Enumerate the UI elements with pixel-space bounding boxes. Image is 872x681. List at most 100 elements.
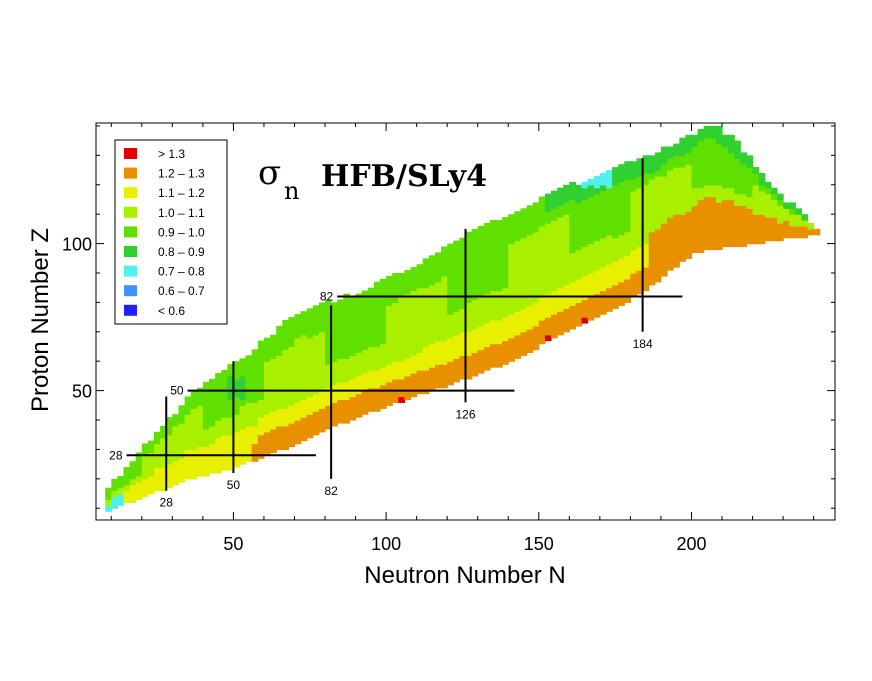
- heatmap-cell: [392, 320, 399, 327]
- heatmap-cell: [770, 193, 778, 201]
- heatmap-cell: [795, 220, 802, 227]
- heatmap-cell: [166, 440, 173, 448]
- heatmap-cell: [276, 396, 283, 403]
- heatmap-cell: [300, 317, 308, 324]
- heatmap-cell: [251, 390, 259, 398]
- heatmap-cell: [349, 355, 357, 362]
- heatmap-cell: [728, 211, 735, 218]
- heatmap-cell: [184, 467, 192, 474]
- heatmap-cell: [288, 317, 296, 324]
- heatmap-cell: [471, 317, 479, 324]
- heatmap-cell: [777, 193, 784, 201]
- heatmap-cell: [294, 378, 302, 386]
- heatmap-cell: [538, 237, 546, 245]
- heatmap-cell: [593, 275, 601, 283]
- heatmap-cell: [734, 152, 741, 159]
- heatmap-cell: [367, 399, 375, 406]
- heatmap-cell: [740, 217, 747, 224]
- heatmap-cell: [294, 349, 302, 356]
- heatmap-cell: [373, 375, 381, 383]
- heatmap-cell: [172, 414, 179, 421]
- heatmap-cell: [685, 252, 693, 259]
- heatmap-cell: [691, 152, 699, 159]
- heatmap-cell: [337, 334, 344, 342]
- heatmap-cell: [135, 458, 143, 465]
- heatmap-cell: [703, 214, 711, 221]
- heatmap-cell: [483, 258, 491, 265]
- heatmap-cell: [557, 240, 564, 248]
- heatmap-cell: [770, 205, 778, 212]
- heatmap-cell: [679, 225, 686, 233]
- heatmap-cell: [508, 278, 515, 286]
- heatmap-cell: [141, 490, 149, 498]
- heatmap-cell: [502, 287, 509, 295]
- heatmap-cell: [673, 243, 680, 251]
- heatmap-cell: [673, 214, 680, 221]
- heatmap-cell: [392, 355, 399, 362]
- heatmap-cell: [648, 190, 656, 198]
- heatmap-cell: [520, 214, 528, 221]
- heatmap-cell: [435, 311, 442, 318]
- heatmap-cell: [593, 223, 601, 230]
- heatmap-cell: [532, 314, 540, 321]
- heatmap-cell: [508, 290, 515, 298]
- heatmap-cell: [459, 325, 467, 333]
- heatmap-cell: [599, 267, 607, 274]
- heatmap-cell: [642, 178, 650, 186]
- heatmap-cell: [703, 143, 711, 151]
- heatmap-cell: [392, 378, 399, 386]
- heatmap-cell: [526, 234, 534, 242]
- heatmap-cell: [520, 225, 528, 233]
- heatmap-cell: [728, 193, 735, 201]
- heatmap-cell: [367, 299, 375, 306]
- heatmap-cell: [239, 393, 247, 400]
- heatmap-cell: [538, 261, 546, 268]
- heatmap-cell: [691, 158, 699, 165]
- heatmap-cell: [660, 240, 668, 248]
- heatmap-cell: [679, 143, 686, 151]
- heatmap-cell: [630, 202, 638, 209]
- heatmap-cell: [373, 399, 381, 406]
- heatmap-cell: [282, 408, 289, 415]
- heatmap-cell: [111, 484, 118, 492]
- heatmap-cell: [777, 217, 784, 224]
- legend-label: 1.0 – 1.1: [158, 206, 205, 220]
- heatmap-cell: [471, 246, 479, 253]
- heatmap-cell: [575, 314, 583, 321]
- heatmap-cell: [673, 261, 680, 268]
- heatmap-cell: [697, 234, 705, 242]
- heatmap-cell: [667, 158, 674, 165]
- heatmap-cell: [386, 311, 393, 318]
- heatmap-cell: [422, 305, 430, 312]
- heatmap-cell: [178, 405, 186, 412]
- heatmap-cell: [270, 417, 277, 424]
- heatmap-cell: [435, 317, 442, 324]
- heatmap-cell: [471, 358, 479, 365]
- heatmap-cell: [715, 178, 723, 186]
- heatmap-cell: [471, 270, 479, 277]
- heatmap-cell: [453, 328, 460, 336]
- heatmap-cell: [660, 146, 668, 153]
- heatmap-cell: [734, 140, 741, 148]
- heatmap-cell: [508, 243, 515, 251]
- heatmap-cell: [636, 246, 644, 253]
- heatmap-cell: [654, 199, 662, 206]
- heatmap-cell: [624, 184, 631, 192]
- heatmap-cell: [587, 190, 595, 198]
- heatmap-cell: [636, 217, 644, 224]
- heatmap-cell: [697, 175, 705, 183]
- heatmap-cell: [282, 431, 289, 439]
- heatmap-cell: [502, 311, 509, 318]
- heatmap-cell: [563, 231, 570, 239]
- heatmap-cell: [508, 302, 515, 309]
- heatmap-cell: [483, 364, 491, 371]
- heatmap-cell: [496, 361, 503, 368]
- heatmap-cell: [691, 240, 699, 248]
- heatmap-cell: [489, 225, 497, 233]
- heatmap-cell: [630, 231, 638, 239]
- heatmap-cell: [648, 173, 656, 180]
- heatmap-cell: [135, 464, 143, 471]
- legend-swatch: [124, 265, 137, 277]
- heatmap-cell: [288, 405, 296, 412]
- heatmap-cell: [679, 243, 686, 251]
